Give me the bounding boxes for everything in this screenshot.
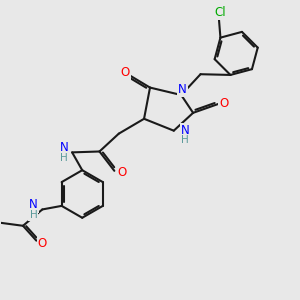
Text: N: N: [178, 83, 187, 96]
Text: H: H: [60, 153, 68, 163]
Text: O: O: [38, 237, 47, 250]
Text: H: H: [181, 135, 189, 145]
Text: N: N: [29, 199, 38, 212]
Text: O: O: [120, 66, 129, 79]
Text: N: N: [59, 141, 68, 154]
Text: O: O: [219, 98, 228, 110]
Text: N: N: [181, 124, 189, 137]
Text: Cl: Cl: [214, 6, 226, 19]
Text: H: H: [29, 210, 37, 220]
Text: O: O: [117, 166, 126, 179]
